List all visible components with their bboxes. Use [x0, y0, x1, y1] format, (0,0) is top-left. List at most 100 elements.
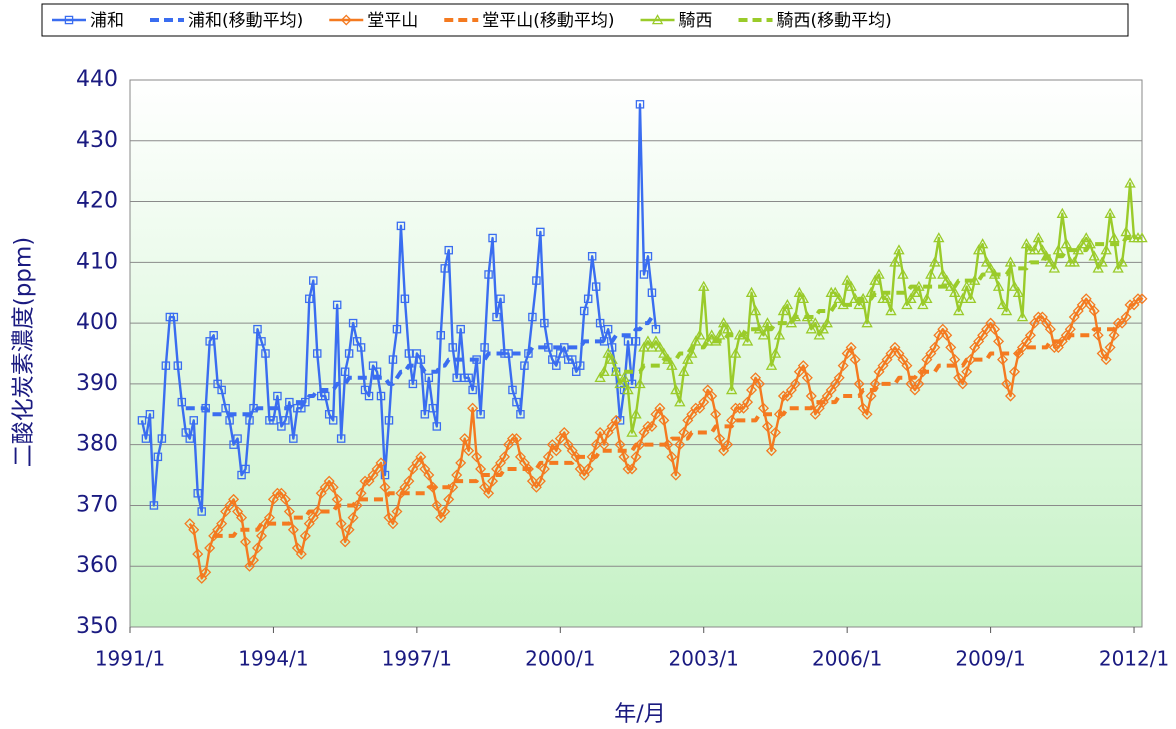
marker	[917, 298, 929, 310]
marker	[1005, 390, 1017, 402]
marker	[627, 379, 637, 389]
marker	[705, 329, 718, 340]
marker	[603, 324, 613, 334]
marker	[921, 292, 933, 304]
marker	[320, 391, 330, 401]
x-tick-label: 2006/1	[812, 647, 882, 671]
marker	[332, 300, 342, 310]
marker	[247, 554, 260, 566]
marker	[618, 371, 630, 383]
marker	[757, 329, 770, 340]
marker	[1088, 250, 1100, 261]
marker	[506, 433, 519, 445]
marker	[658, 414, 670, 426]
marker	[646, 420, 658, 432]
marker	[607, 343, 617, 352]
marker	[833, 292, 845, 304]
marker	[746, 384, 758, 396]
marker	[885, 305, 897, 316]
marker	[686, 347, 698, 358]
marker	[773, 329, 786, 340]
marker	[594, 426, 606, 439]
legend-label: 騎西(移動平均)	[777, 11, 892, 31]
marker	[658, 347, 670, 358]
marker	[273, 391, 282, 401]
y-tick-label: 410	[76, 249, 118, 274]
marker	[639, 270, 649, 279]
marker	[200, 566, 212, 578]
marker	[188, 524, 200, 536]
marker	[929, 256, 941, 267]
marker	[348, 318, 358, 328]
marker	[1048, 262, 1061, 273]
marker	[328, 416, 338, 425]
x-tick-label: 1994/1	[238, 647, 308, 671]
marker	[841, 274, 853, 285]
marker	[1028, 244, 1041, 255]
marker	[476, 410, 485, 419]
marker	[610, 414, 622, 426]
marker	[408, 379, 418, 389]
y-tick-label: 370	[76, 492, 118, 517]
marker	[575, 361, 585, 370]
marker	[375, 457, 387, 469]
marker	[630, 408, 642, 419]
marker	[941, 274, 953, 285]
series-line	[599, 182, 1142, 434]
marker	[157, 434, 167, 443]
marker	[392, 324, 402, 334]
marker	[809, 317, 822, 328]
marker	[1004, 256, 1017, 267]
marker	[431, 499, 443, 511]
marker	[496, 294, 505, 304]
marker	[1001, 378, 1013, 390]
x-tick-label: 2012/1	[1099, 647, 1169, 671]
marker	[1132, 293, 1144, 305]
marker	[710, 408, 722, 420]
marker	[698, 396, 710, 408]
marker	[849, 354, 861, 366]
marker	[626, 463, 638, 475]
marker	[769, 347, 782, 358]
marker	[269, 416, 278, 425]
marker	[380, 470, 390, 480]
marker	[487, 475, 499, 487]
marker	[638, 341, 650, 352]
marker	[295, 548, 307, 560]
marker	[837, 360, 849, 372]
x-tick-label: 1997/1	[382, 647, 452, 671]
marker	[901, 360, 913, 372]
x-axis-title: 年/月	[614, 702, 665, 727]
marker	[483, 487, 495, 499]
marker	[364, 391, 374, 401]
marker	[64, 15, 74, 25]
marker	[339, 536, 351, 548]
marker	[1124, 177, 1136, 188]
marker	[976, 238, 989, 249]
marker	[336, 434, 346, 443]
marker	[376, 391, 386, 401]
marker	[439, 506, 451, 518]
marker	[391, 506, 403, 518]
marker	[945, 280, 957, 291]
marker	[765, 445, 777, 457]
marker	[1108, 329, 1120, 341]
marker	[467, 402, 479, 414]
marker	[674, 396, 686, 407]
marker	[255, 530, 267, 542]
x-tick-label: 2000/1	[525, 647, 595, 671]
marker	[313, 349, 322, 358]
marker	[622, 384, 634, 395]
marker	[741, 335, 754, 346]
marker	[941, 329, 953, 341]
marker	[805, 323, 818, 334]
marker	[984, 262, 997, 273]
legend-box	[41, 3, 1129, 37]
marker	[236, 512, 248, 524]
marker	[583, 294, 593, 304]
y-tick-label: 380	[76, 432, 118, 457]
marker	[821, 317, 833, 328]
marker	[635, 100, 645, 109]
marker	[734, 402, 746, 414]
marker	[261, 349, 270, 358]
